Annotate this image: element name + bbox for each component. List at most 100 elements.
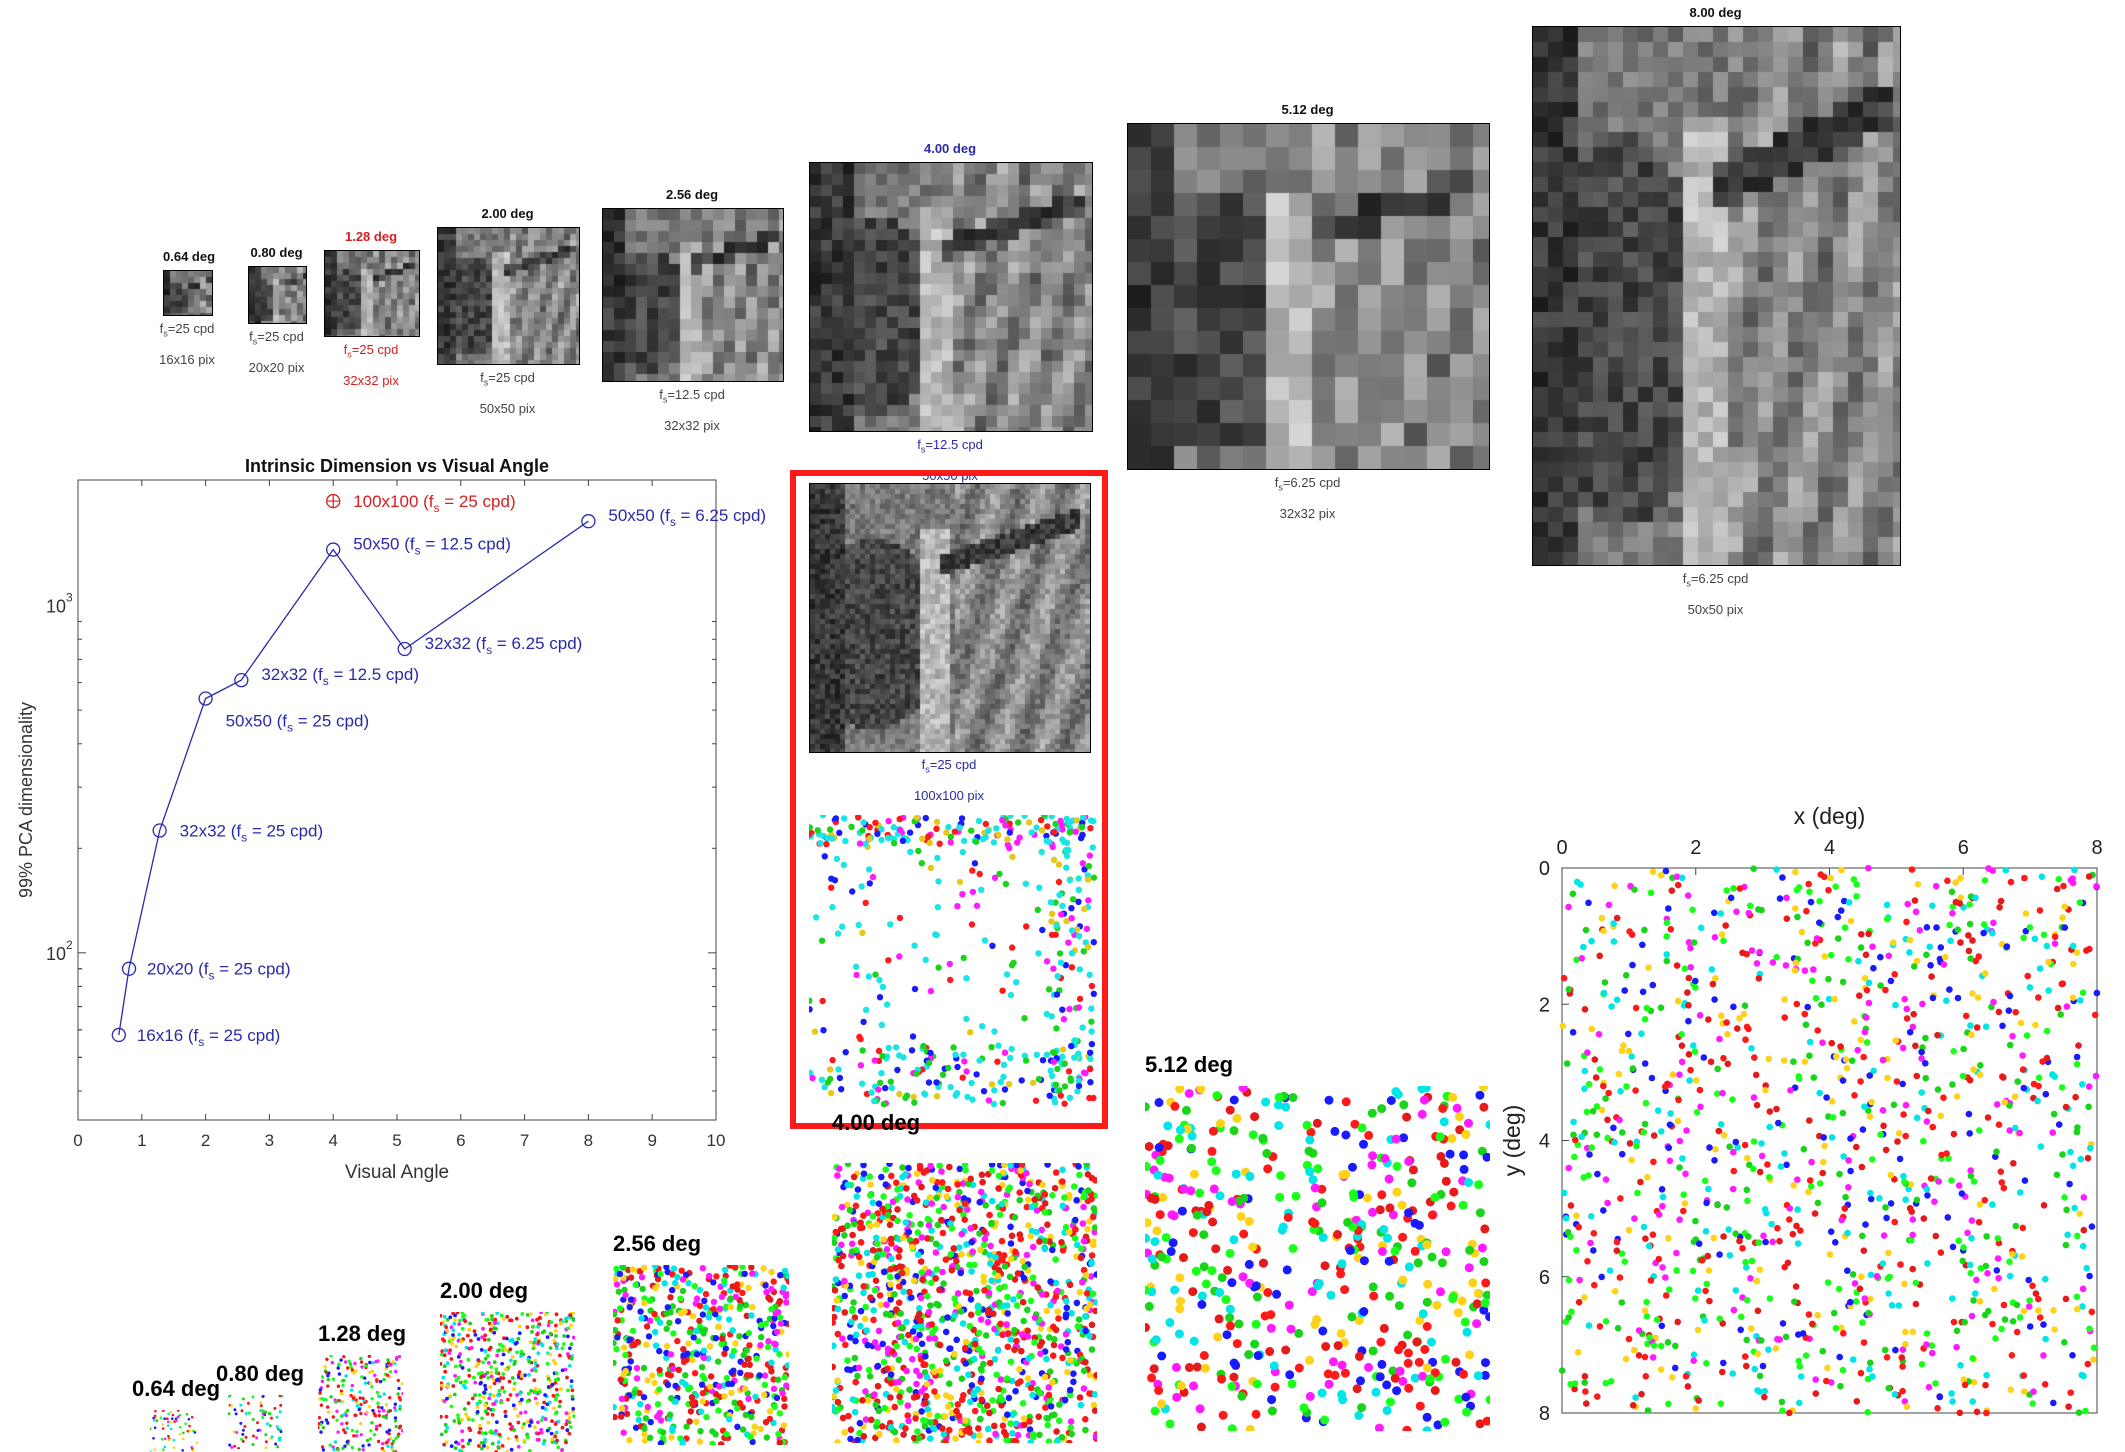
cone-dot	[502, 1317, 506, 1321]
cone-mosaic	[440, 1312, 575, 1452]
cone-dot	[370, 1385, 373, 1388]
cone-dot	[1387, 1096, 1396, 1105]
cone-dot	[1440, 1159, 1449, 1168]
cone-dot	[546, 1335, 550, 1339]
cone-dot	[981, 1287, 988, 1294]
cone-dot	[1091, 939, 1097, 945]
cone-dot	[490, 1371, 494, 1375]
cone-dot	[641, 1300, 647, 1306]
cone-dot	[1021, 1275, 1028, 1282]
cone-dot	[949, 1267, 956, 1274]
cone-dot	[1306, 1392, 1315, 1401]
cone-dot	[859, 930, 865, 936]
cone-dot	[976, 1057, 982, 1063]
cone-dot	[401, 1392, 403, 1395]
cone-dot	[1802, 1011, 1809, 1018]
cone-dot	[1053, 922, 1059, 928]
cone-dot	[1226, 1305, 1235, 1314]
cone-dot	[746, 1330, 752, 1336]
cone-dot	[1967, 1262, 1974, 1269]
cone-dot	[345, 1414, 348, 1417]
cone-dot	[715, 1358, 721, 1364]
cone-dot	[382, 1409, 385, 1412]
cone-dot	[1720, 1360, 1727, 1367]
cone-dot	[396, 1392, 399, 1395]
cone-dot	[339, 1358, 342, 1361]
cone-dot	[834, 1377, 841, 1384]
cone-dot	[989, 1167, 996, 1174]
cone-dot	[1814, 935, 1821, 942]
cone-dot	[1787, 1205, 1794, 1212]
cone-dot	[1904, 901, 1911, 908]
cone-dot	[1864, 987, 1871, 994]
cone-dot	[1665, 905, 1672, 912]
cone-dot	[2020, 1225, 2027, 1232]
plot-frame	[78, 480, 716, 1120]
cone-dot	[365, 1411, 368, 1414]
cone-dot	[1882, 1204, 1889, 1211]
cone-dot	[883, 1181, 890, 1188]
cone-dot	[336, 1430, 339, 1433]
cone-dot	[960, 849, 966, 855]
cone-dot	[988, 1044, 994, 1050]
cone-dot	[342, 1355, 345, 1358]
cone-dot	[844, 1222, 851, 1229]
cone-dot	[1426, 1374, 1435, 1383]
cone-dot	[1659, 1203, 1666, 1210]
cone-dot	[1080, 860, 1086, 866]
cone-dot	[1619, 1129, 1626, 1136]
cone-dot	[718, 1441, 724, 1445]
cone-dot	[1009, 854, 1015, 860]
cone-dot	[989, 1163, 996, 1168]
cone-dot	[896, 1393, 903, 1400]
cone-dot	[235, 1412, 238, 1415]
cone-dot	[489, 1429, 493, 1433]
cone-dot	[554, 1329, 558, 1333]
cone-dot	[1053, 1082, 1059, 1088]
cone-dot	[1783, 895, 1790, 902]
cone-dot	[860, 1290, 867, 1297]
cone-dot	[1268, 1407, 1277, 1416]
cone-dot	[1783, 1162, 1790, 1169]
cone-dot	[902, 1425, 909, 1432]
cone-dot	[1044, 823, 1050, 829]
cone-dot	[1481, 1278, 1490, 1287]
cone-dot	[1703, 1228, 1710, 1235]
cone-dot	[1567, 1381, 1574, 1388]
cone-dot	[480, 1441, 484, 1445]
cone-dot	[1697, 1104, 1704, 1111]
cone-dot	[398, 1405, 401, 1408]
cone-dot	[1757, 1373, 1764, 1380]
cone-dot	[752, 1394, 758, 1400]
cone-dot	[1733, 908, 1740, 915]
cone-dot	[939, 1425, 946, 1432]
cone-dot	[699, 1382, 705, 1388]
cone-dot	[1065, 1339, 1072, 1346]
cone-dot	[346, 1427, 349, 1430]
cone-dot	[827, 1066, 833, 1072]
cone-dot	[1383, 1406, 1392, 1415]
cone-dot	[940, 1072, 946, 1078]
cone-dot	[2085, 1155, 2092, 1162]
cone-dot	[2037, 1314, 2044, 1321]
cone-dot	[1340, 1285, 1349, 1294]
cone-dot	[1000, 1100, 1006, 1106]
cone-dot	[922, 1353, 929, 1360]
cone-dot	[1570, 891, 1577, 898]
cone-dot	[1670, 1071, 1677, 1078]
cone-dot	[918, 1269, 925, 1276]
cone-dot	[1786, 1410, 1793, 1417]
cone-dot	[1767, 1108, 1774, 1115]
cone-dot	[832, 1314, 837, 1321]
patch-photo	[1532, 26, 1901, 566]
cone-dot	[1172, 1393, 1181, 1402]
cone-dot	[1903, 919, 1910, 926]
cone-dot	[451, 1333, 455, 1337]
cone-dot	[693, 1419, 699, 1425]
cone-dot	[680, 1288, 686, 1294]
cone-dot	[760, 1265, 766, 1271]
cone-dot	[1259, 1259, 1268, 1268]
cone-dot	[1914, 1115, 1921, 1122]
cone-dot	[992, 1431, 999, 1438]
cone-dot	[1729, 1096, 1736, 1103]
